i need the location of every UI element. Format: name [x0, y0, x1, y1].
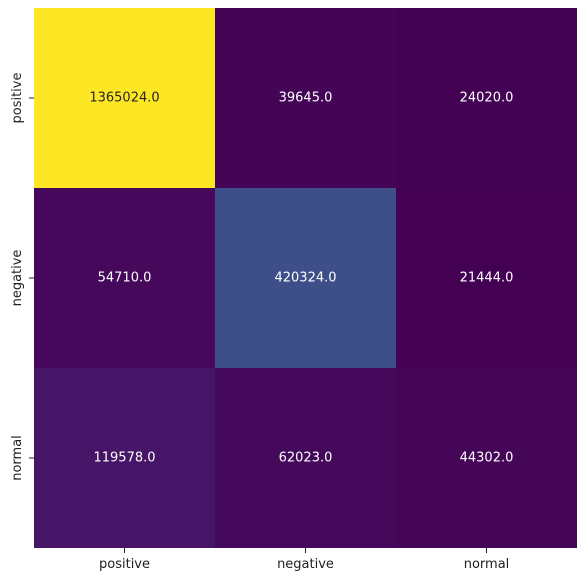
heatmap-cell-1-0: [34, 188, 215, 368]
y-tick-label-1: negative: [10, 250, 25, 307]
heatmap-cell-0-2: [396, 8, 577, 188]
x-tick-label-2: normal: [464, 557, 510, 572]
cell-value-label-2-0: 119578.0: [93, 451, 155, 466]
heatmap-cell-2-0: [34, 368, 215, 548]
cell-value-label-0-1: 39645.0: [279, 91, 333, 106]
heatmap-cell-2-1: [215, 368, 396, 548]
y-axis: positive negative normal: [10, 73, 34, 481]
heatmap-cell-0-0: [34, 8, 215, 188]
cell-value-label-1-0: 54710.0: [98, 271, 152, 286]
y-tick-label-2: normal: [10, 435, 25, 481]
cell-value-label-0-0: 1365024.0: [89, 91, 159, 106]
x-tick-label-0: positive: [99, 557, 150, 572]
x-tick-label-1: negative: [277, 557, 334, 572]
heatmap-cell-2-2: [396, 368, 577, 548]
cell-value-label-2-2: 44302.0: [460, 451, 514, 466]
heatmap-cell-0-1: [215, 8, 396, 188]
heatmap-cell-1-2: [396, 188, 577, 368]
cell-value-label-1-1: 420324.0: [274, 271, 336, 286]
heatmap-cell-1-1: [215, 188, 396, 368]
heatmap-cells: 1365024.0 39645.0 24020.0 54710.0 420324.0 21…: [34, 8, 577, 548]
cell-value-label-2-1: 62023.0: [279, 451, 333, 466]
cell-value-label-0-2: 24020.0: [460, 91, 514, 106]
x-axis: positive negative normal: [99, 548, 509, 572]
y-tick-label-0: positive: [10, 73, 25, 124]
cell-value-label-1-2: 21444.0: [460, 271, 514, 286]
